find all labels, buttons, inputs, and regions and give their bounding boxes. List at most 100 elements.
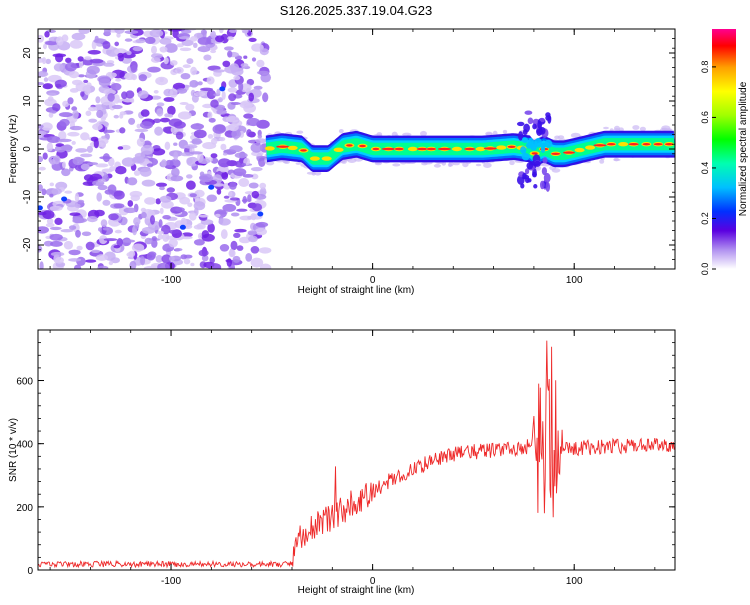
noise-blob — [229, 197, 240, 201]
noise-blob — [68, 258, 82, 262]
band-halo — [632, 125, 640, 130]
noise-blob — [45, 222, 55, 228]
burst-blob — [527, 178, 532, 183]
noise-blob — [74, 203, 81, 208]
noise-blob — [200, 87, 214, 92]
noise-blob — [140, 256, 146, 266]
noise-blob — [38, 184, 43, 192]
noise-blob — [138, 74, 147, 82]
band-halo — [402, 132, 412, 137]
noise-blob — [114, 29, 125, 34]
signal-peak — [359, 144, 366, 148]
noise-blob — [59, 118, 70, 127]
noise-blob — [226, 258, 232, 267]
noise-blob — [49, 182, 54, 187]
noise-blob — [76, 245, 83, 251]
noise-blob — [169, 88, 178, 98]
noise-blob — [113, 245, 121, 249]
noise-blob — [139, 167, 152, 177]
noise-blob — [143, 265, 157, 269]
noise-blob — [186, 180, 196, 190]
noise-blob — [103, 62, 115, 67]
noise-blob — [157, 230, 164, 235]
noise-blob — [88, 106, 98, 112]
noise-blob — [147, 66, 161, 73]
noise-blob — [170, 60, 178, 66]
noise-blob — [51, 188, 62, 195]
noise-blob — [114, 229, 122, 234]
burst-blob — [525, 142, 533, 149]
noise-blob — [77, 74, 85, 78]
noise-blob — [262, 92, 269, 103]
noise-blob — [193, 129, 207, 139]
spectrogram-y-label: Frequency (Hz) — [8, 115, 19, 184]
noise-blob — [78, 29, 90, 34]
band-halo — [296, 130, 304, 134]
noise-blob — [169, 256, 175, 262]
noise-blob — [242, 196, 247, 204]
noise-blob — [242, 30, 249, 34]
noise-blob — [241, 163, 247, 166]
band-halo — [570, 132, 581, 139]
noise-blob — [110, 83, 122, 91]
noise-blob — [221, 90, 226, 100]
burst-blob — [540, 142, 546, 150]
noise-blob — [146, 163, 154, 168]
band-halo — [599, 159, 605, 164]
signal-peak — [551, 152, 561, 155]
band-halo — [554, 135, 561, 140]
noise-blob — [201, 230, 210, 239]
noise-blob — [127, 200, 134, 207]
noise-blob — [229, 181, 237, 190]
noise-blob — [179, 47, 192, 52]
noise-blob — [53, 63, 64, 72]
noise-blob-strong — [38, 205, 43, 211]
noise-blob — [153, 118, 161, 124]
noise-blob — [140, 109, 150, 117]
noise-blob — [90, 136, 99, 142]
signal-core — [309, 156, 320, 161]
noise-blob — [101, 135, 106, 139]
band-halo — [485, 131, 493, 136]
band-halo — [475, 163, 482, 167]
noise-blob — [181, 39, 194, 47]
noise-blob — [234, 152, 248, 159]
noise-blob — [137, 90, 149, 99]
noise-blob — [141, 226, 156, 234]
y-tick-label: -10 — [22, 189, 33, 204]
noise-blob — [158, 219, 163, 228]
noise-blob — [153, 90, 159, 94]
noise-blob — [57, 138, 72, 143]
noise-blob — [141, 211, 147, 219]
noise-blob — [71, 79, 83, 86]
noise-blob — [216, 188, 222, 195]
figure-title: S126.2025.337.19.04.G23 — [280, 3, 433, 18]
noise-blob — [159, 195, 172, 203]
noise-blob — [87, 50, 101, 55]
noise-blob-strong — [61, 196, 68, 202]
noise-blob — [173, 121, 186, 129]
noise-blob — [48, 112, 54, 118]
burst-blob — [526, 162, 534, 170]
noise-blob — [209, 256, 215, 264]
noise-blob — [72, 218, 85, 224]
noise-blob — [246, 78, 255, 86]
noise-blob — [43, 77, 49, 82]
noise-blob — [151, 45, 157, 55]
noise-blob — [95, 163, 109, 168]
noise-blob — [179, 236, 193, 240]
noise-blob-strong — [208, 184, 215, 190]
noise-blob — [104, 29, 111, 36]
noise-blob — [150, 57, 161, 63]
noise-blob — [156, 108, 164, 117]
signal-core — [574, 147, 585, 153]
noise-blob — [183, 144, 198, 149]
colorbar-tick-label: 0.2 — [700, 212, 710, 225]
noise-blob — [187, 202, 193, 208]
signal-peak — [346, 144, 353, 147]
noise-blob — [60, 144, 73, 151]
noise-blob — [176, 88, 188, 94]
noise-blob — [65, 62, 77, 72]
noise-blob — [42, 83, 53, 90]
noise-blob — [39, 261, 44, 269]
